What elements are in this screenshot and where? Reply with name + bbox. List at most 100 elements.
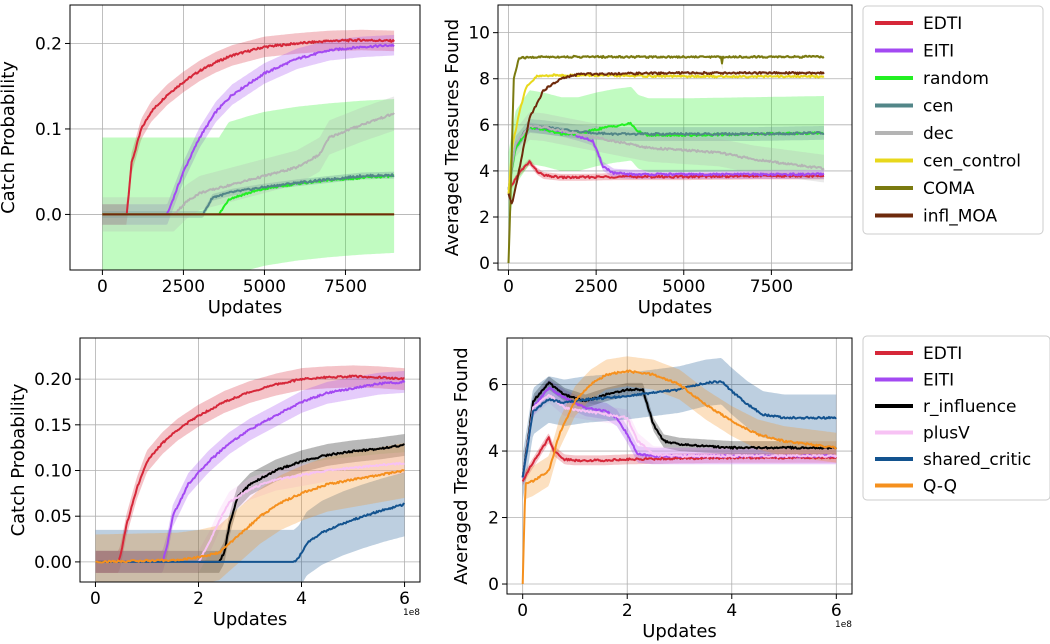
x-tick-label: 2500 bbox=[575, 277, 618, 297]
x-tick-label: 4 bbox=[296, 589, 307, 609]
y-tick-label: 2 bbox=[488, 509, 499, 529]
band-cen bbox=[102, 171, 395, 218]
series-line-cen bbox=[507, 124, 825, 190]
series-line-plusv bbox=[521, 393, 838, 478]
y-axis-label: Averaged Treasures Found bbox=[442, 19, 463, 256]
legend-label-eiti: EITI bbox=[923, 371, 954, 391]
series-line-edti bbox=[507, 160, 825, 194]
x-tick-label: 6 bbox=[399, 589, 410, 609]
y-tick-label: 0.00 bbox=[34, 553, 72, 573]
legend-label-r-influence: r_influence bbox=[923, 397, 1017, 417]
bottom-left-panel: 0 2 4 6 0.00 0.05 0.10 0.15 0.20 Updates Catch Pro… bbox=[8, 337, 421, 630]
y-tick-label: 0.10 bbox=[34, 462, 72, 482]
y-tick-label: 8 bbox=[479, 70, 490, 90]
band-shared-critic bbox=[522, 358, 837, 501]
legend-label-dec: dec bbox=[923, 124, 954, 144]
y-tick-label: 6 bbox=[479, 116, 490, 136]
x-tick-label: 2500 bbox=[162, 277, 205, 297]
bottom-right-frame bbox=[506, 337, 853, 595]
x-axis-label: Updates bbox=[208, 297, 283, 318]
x-axis-label: Updates bbox=[213, 609, 288, 630]
band-eiti bbox=[522, 380, 837, 486]
series-line-edti bbox=[102, 38, 395, 216]
series-line-edti bbox=[521, 436, 838, 482]
x-tick-label: 7500 bbox=[324, 277, 367, 297]
x-tick-label: 5000 bbox=[662, 277, 705, 297]
legend-label-infl-moa: infl_MOA bbox=[923, 207, 997, 227]
legend-frame bbox=[862, 5, 1044, 235]
legend-label-shared-critic: shared_critic bbox=[923, 450, 1031, 470]
series-line-r-influence bbox=[521, 381, 838, 478]
bottom-left-frame bbox=[79, 337, 421, 583]
band-plusv bbox=[95, 452, 405, 573]
top-right-legend: EDTI EITI random cen dec cen_control COMA infl_… bbox=[862, 5, 1044, 235]
y-tick-label: 0.0 bbox=[35, 205, 62, 225]
top-right-frame bbox=[497, 4, 853, 271]
y-tick-label: 0.15 bbox=[34, 416, 72, 436]
band-edti bbox=[508, 158, 824, 198]
band-random bbox=[102, 99, 395, 270]
y-axis-label: Averaged Treasures Found bbox=[451, 347, 472, 584]
x-tick-label: 7500 bbox=[750, 277, 793, 297]
series-line-shared-critic bbox=[95, 502, 405, 563]
x-axis-label: Updates bbox=[638, 297, 713, 318]
x-offset-label: 1e8 bbox=[403, 608, 420, 618]
legend-label-cen-control: cen_control bbox=[923, 152, 1021, 172]
y-axis-label: Catch Probability bbox=[0, 61, 19, 214]
series-line-cen-control bbox=[507, 73, 825, 194]
y-tick-label: 0.1 bbox=[35, 120, 62, 140]
x-tick-label: 5000 bbox=[243, 277, 286, 297]
y-tick-label: 6 bbox=[488, 376, 499, 396]
series-line-dec bbox=[507, 124, 825, 190]
band-r-influence bbox=[95, 434, 405, 573]
x-tick-label: 0 bbox=[97, 277, 108, 297]
band-dec bbox=[102, 96, 395, 232]
bottom-right-panel: 0 2 4 6 0 2 4 6 Updates Averaged Treasures Found 1… bbox=[451, 335, 1050, 642]
band-edti bbox=[102, 29, 395, 225]
series-line-edti bbox=[95, 374, 405, 563]
legend-label-edti: EDTI bbox=[923, 344, 962, 364]
band-eiti bbox=[95, 370, 405, 573]
legend-label-q-q: Q-Q bbox=[923, 477, 957, 497]
top-right-grid bbox=[498, 5, 852, 270]
y-tick-label: 0 bbox=[479, 254, 490, 274]
band-random bbox=[508, 86, 824, 227]
band-q-q bbox=[95, 443, 405, 582]
top-right-panel: 0 2500 5000 7500 0 2 4 6 8 10 Updates Averaged Trea… bbox=[442, 4, 1044, 318]
x-tick-label: 2 bbox=[622, 601, 633, 621]
y-tick-label: 2 bbox=[479, 208, 490, 228]
x-tick-label: 0 bbox=[503, 277, 514, 297]
x-tick-label: 0 bbox=[517, 601, 528, 621]
y-tick-label: 0.05 bbox=[34, 507, 72, 527]
bottom-right-legend: EDTI EITI r_influence plusV shared_critic Q-Q bbox=[862, 335, 1050, 501]
band-eiti bbox=[102, 34, 395, 225]
y-tick-label: 0.2 bbox=[35, 34, 62, 54]
series-line-q-q bbox=[95, 469, 405, 564]
band-edti bbox=[95, 365, 405, 573]
series-line-coma bbox=[507, 54, 825, 264]
bottom-left-plot-area bbox=[95, 365, 406, 582]
legend-label-cen: cen bbox=[923, 97, 954, 117]
legend-label-eiti: EITI bbox=[923, 42, 954, 62]
y-axis-label: Catch Probability bbox=[8, 383, 29, 536]
legend-label-edti: EDTI bbox=[923, 14, 962, 34]
top-left-frame bbox=[69, 4, 421, 271]
y-tick-label: 4 bbox=[479, 162, 490, 182]
x-tick-label: 4 bbox=[726, 601, 737, 621]
band-shared-critic bbox=[95, 472, 405, 582]
y-tick-label: 0.20 bbox=[34, 370, 72, 390]
y-tick-label: 4 bbox=[488, 442, 499, 462]
y-tick-label: 10 bbox=[468, 24, 490, 44]
top-left-panel: 0 2500 5000 7500 0.0 0.1 0.2 Updates Catch Proba… bbox=[0, 4, 421, 318]
y-tick-label: 0 bbox=[488, 575, 499, 595]
x-tick-label: 2 bbox=[193, 589, 204, 609]
bottom-right-plot-area bbox=[521, 356, 838, 594]
x-axis-label: Updates bbox=[642, 621, 717, 642]
series-line-q-q bbox=[521, 369, 837, 585]
x-tick-label: 0 bbox=[90, 589, 101, 609]
top-left-plot-area bbox=[102, 29, 395, 270]
band-edti bbox=[522, 433, 837, 486]
x-offset-label: 1e8 bbox=[835, 620, 852, 630]
series-line-infl-moa bbox=[507, 70, 825, 205]
x-tick-label: 6 bbox=[831, 601, 842, 621]
